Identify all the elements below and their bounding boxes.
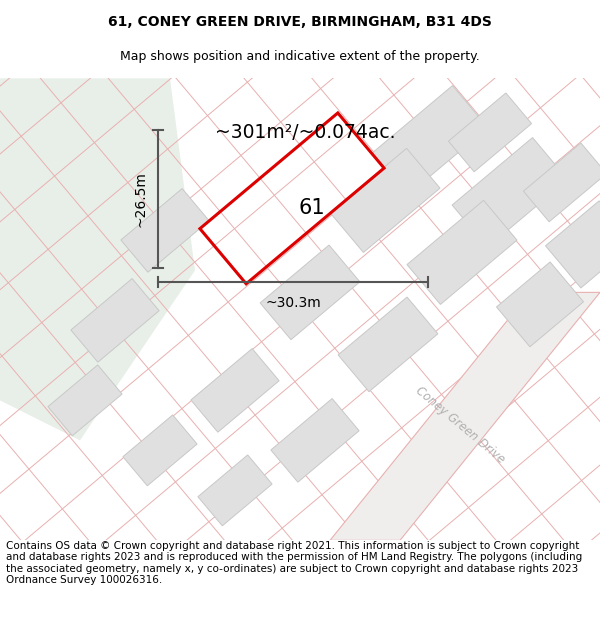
Polygon shape [123, 415, 197, 486]
Polygon shape [372, 86, 488, 195]
Polygon shape [496, 262, 584, 347]
Polygon shape [0, 78, 195, 441]
Polygon shape [545, 201, 600, 288]
Polygon shape [121, 189, 209, 272]
Polygon shape [407, 201, 517, 304]
Polygon shape [448, 93, 532, 172]
Polygon shape [338, 297, 438, 392]
Text: 61: 61 [299, 198, 325, 218]
Polygon shape [330, 148, 440, 253]
Polygon shape [260, 245, 360, 339]
Polygon shape [523, 143, 600, 222]
Text: Coney Green Drive: Coney Green Drive [413, 384, 507, 466]
Polygon shape [330, 292, 600, 541]
Text: ~301m²/~0.074ac.: ~301m²/~0.074ac. [215, 123, 395, 142]
Polygon shape [452, 138, 568, 248]
Polygon shape [191, 349, 279, 432]
Polygon shape [48, 365, 122, 436]
Text: 61, CONEY GREEN DRIVE, BIRMINGHAM, B31 4DS: 61, CONEY GREEN DRIVE, BIRMINGHAM, B31 4… [108, 15, 492, 29]
Polygon shape [71, 279, 159, 362]
Text: Map shows position and indicative extent of the property.: Map shows position and indicative extent… [120, 50, 480, 62]
Text: ~30.3m: ~30.3m [265, 296, 321, 311]
Polygon shape [198, 455, 272, 526]
Text: Contains OS data © Crown copyright and database right 2021. This information is : Contains OS data © Crown copyright and d… [6, 541, 582, 586]
Polygon shape [271, 399, 359, 482]
Text: ~26.5m: ~26.5m [134, 171, 148, 227]
